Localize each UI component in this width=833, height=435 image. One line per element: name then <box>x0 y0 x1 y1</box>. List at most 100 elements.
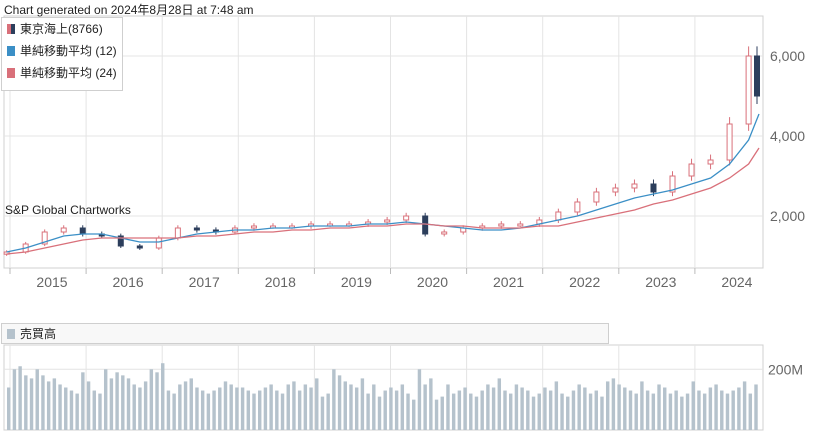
volume-bar <box>320 396 325 430</box>
volume-bar <box>360 378 365 430</box>
volume-bar <box>178 384 182 430</box>
volume-bar <box>474 396 479 430</box>
volume-bar <box>246 390 251 430</box>
volume-bar <box>708 387 713 430</box>
x-tick-label: 2016 <box>113 274 144 290</box>
volume-bar <box>309 387 313 430</box>
candle-body <box>745 55 752 125</box>
volume-bar <box>64 387 68 430</box>
volume-bar <box>149 369 154 430</box>
volume-bar <box>451 393 456 430</box>
volume-bar <box>75 393 79 430</box>
candle-body <box>193 227 200 231</box>
volume-bar <box>240 387 245 430</box>
volume-bar <box>605 381 610 430</box>
volume-bar <box>223 381 228 430</box>
x-tick-label: 2015 <box>36 274 67 290</box>
candle-swatch-icon <box>7 24 15 34</box>
x-tick-label: 2020 <box>417 274 448 290</box>
price-plot-frame <box>3 15 764 269</box>
candle-body <box>60 227 67 233</box>
candle-body <box>41 231 48 245</box>
candle-body <box>174 227 181 239</box>
candle-body <box>669 175 676 193</box>
legend-label-ma24: 単純移動平均 (24) <box>20 66 117 80</box>
volume-bar <box>103 369 108 430</box>
volume-bar <box>548 390 553 430</box>
volume-bar <box>86 381 91 430</box>
volume-bar <box>429 378 433 430</box>
candle-body <box>555 211 562 221</box>
volume-bar <box>183 381 188 430</box>
volume-bar <box>206 393 211 430</box>
volume-bar <box>349 384 353 430</box>
volume-bar <box>663 387 667 430</box>
volume-bar <box>303 384 308 430</box>
volume-legend: 売買高 <box>1 323 609 344</box>
volume-bar <box>611 378 616 430</box>
candle-body <box>754 55 760 97</box>
ma24-swatch-icon <box>7 68 15 78</box>
volume-bar <box>132 384 136 430</box>
volume-bar <box>634 393 638 430</box>
candle-body <box>155 237 162 249</box>
candle-body <box>422 215 429 235</box>
volume-bar <box>714 384 718 430</box>
volume-bar <box>486 384 490 430</box>
volume-bar <box>725 393 730 430</box>
volume-bar <box>326 393 330 430</box>
volume-y-tick-label: 200M <box>768 361 803 377</box>
volume-bar <box>332 369 336 430</box>
volume-bar <box>275 390 279 430</box>
volume-bar <box>469 393 473 430</box>
legend-label-volume: 売買高 <box>20 327 57 341</box>
price-y-tick-label: 2,000 <box>770 208 805 224</box>
volume-bar <box>7 387 11 430</box>
candle-body <box>117 235 124 247</box>
candle-body <box>612 187 619 193</box>
volume-bar <box>509 393 513 430</box>
ma12-swatch-icon <box>7 46 15 56</box>
volume-bar <box>406 393 410 430</box>
candle-body <box>688 163 695 177</box>
volume-bar <box>720 390 724 430</box>
volume-bar <box>497 378 502 430</box>
volume-bar <box>121 375 125 430</box>
volume-bar <box>155 372 159 430</box>
legend-label-ma12: 単純移動平均 (12) <box>20 44 117 58</box>
x-tick-label: 2024 <box>721 274 752 290</box>
volume-bar <box>645 390 650 430</box>
candle-body <box>631 183 638 189</box>
volume-bar <box>514 384 519 430</box>
volume-bar <box>480 390 484 430</box>
volume-bar <box>46 381 51 430</box>
volume-bar <box>58 384 62 430</box>
volume-bar <box>680 396 684 430</box>
volume-bar <box>588 393 593 430</box>
volume-bar <box>520 387 524 430</box>
volume-bar <box>354 387 359 430</box>
candle-body <box>707 159 714 165</box>
volume-bar <box>29 378 34 430</box>
volume-bar <box>674 390 678 430</box>
volume-bar <box>440 396 444 430</box>
candle-body <box>593 191 600 203</box>
volume-bar <box>315 378 319 430</box>
volume-bar <box>554 381 559 430</box>
volume-bar <box>292 381 296 430</box>
source-watermark: S&P Global Chartworks <box>5 203 131 217</box>
volume-bar <box>412 399 416 430</box>
volume-bar <box>748 393 753 430</box>
volume-bar <box>212 390 216 430</box>
volume-bar <box>657 384 661 430</box>
volume-bar <box>69 390 74 430</box>
volume-bar <box>491 387 496 430</box>
volume-bar <box>172 393 176 430</box>
volume-bar <box>229 384 233 430</box>
volume-bar <box>531 396 536 430</box>
volume-bar <box>263 387 268 430</box>
price-y-tick-label: 4,000 <box>770 128 805 144</box>
volume-bar <box>463 387 467 430</box>
volume-bar <box>200 390 205 430</box>
